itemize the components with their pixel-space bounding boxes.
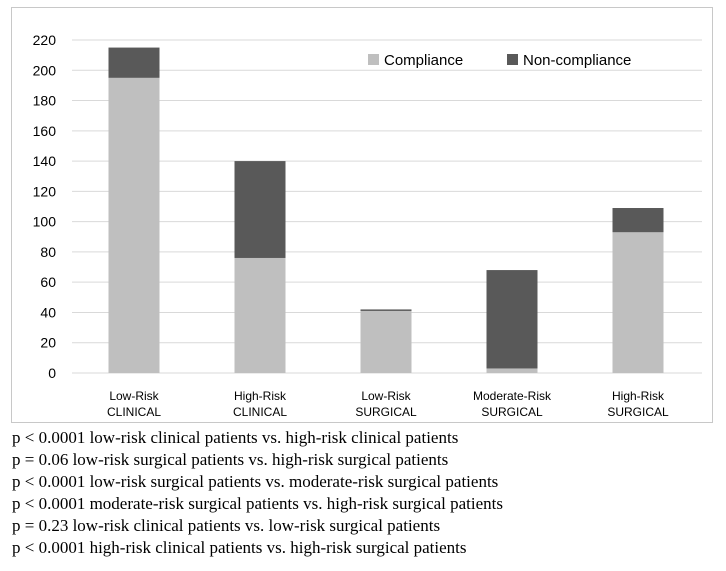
legend-swatch-non-compliance bbox=[507, 54, 518, 65]
x-category-label: SURGICAL bbox=[481, 405, 543, 419]
y-tick-label: 120 bbox=[33, 183, 57, 199]
y-tick-label: 60 bbox=[40, 274, 56, 290]
x-category-label: Moderate-Risk bbox=[473, 389, 552, 403]
y-tick-label: 160 bbox=[33, 123, 57, 139]
x-category-label: High-Risk bbox=[234, 389, 287, 403]
y-tick-label: 180 bbox=[33, 93, 57, 109]
stacked-bar-chart: 0 20 40 60 80 100 120 140 160 180 200 220 Low-Risk C… bbox=[33, 32, 702, 419]
bar-compliance bbox=[612, 232, 664, 373]
y-tick-label: 220 bbox=[33, 32, 57, 48]
gridlines bbox=[72, 39, 702, 374]
x-axis-categories: Low-Risk CLINICAL High-Risk CLINICAL Low-Ris… bbox=[107, 389, 669, 419]
footnote: p < 0.0001 moderate-risk surgical patien… bbox=[12, 494, 504, 513]
x-category-label: CLINICAL bbox=[233, 405, 287, 419]
footnote: p = 0.23 low-risk clinical patients vs. … bbox=[12, 516, 441, 535]
footnote: p = 0.06 low-risk surgical patients vs. … bbox=[12, 450, 449, 469]
footnote: p < 0.0001 low-risk clinical patients vs… bbox=[12, 428, 459, 447]
bar-non-compliance bbox=[108, 47, 160, 78]
legend-swatch-compliance bbox=[368, 54, 379, 65]
x-category-label: High-Risk bbox=[612, 389, 665, 403]
p-value-footnotes: p < 0.0001 low-risk clinical patients vs… bbox=[12, 427, 503, 559]
footnote: p < 0.0001 high-risk clinical patients v… bbox=[12, 538, 467, 557]
bar-non-compliance bbox=[234, 161, 286, 258]
x-category-label: Low-Risk bbox=[109, 389, 159, 403]
y-tick-label: 40 bbox=[40, 304, 56, 320]
bar-compliance bbox=[234, 257, 286, 373]
x-category-label: CLINICAL bbox=[107, 405, 161, 419]
x-category-label: SURGICAL bbox=[607, 405, 669, 419]
legend-label-non-compliance: Non-compliance bbox=[523, 52, 631, 69]
x-category-label: SURGICAL bbox=[355, 405, 417, 419]
footnote: p < 0.0001 low-risk surgical patients vs… bbox=[12, 472, 499, 491]
legend: Compliance Non-compliance bbox=[368, 52, 631, 69]
bar-compliance bbox=[108, 77, 160, 373]
bar-non-compliance bbox=[612, 208, 664, 233]
y-axis-ticks: 0 20 40 60 80 100 120 140 160 180 200 220 bbox=[33, 32, 57, 381]
bar-non-compliance bbox=[486, 270, 538, 369]
bar-compliance bbox=[486, 368, 538, 373]
bars bbox=[108, 47, 664, 373]
x-category-label: Low-Risk bbox=[361, 389, 411, 403]
y-tick-label: 20 bbox=[40, 335, 56, 351]
y-tick-label: 200 bbox=[33, 62, 57, 78]
bar-compliance bbox=[360, 310, 412, 373]
y-tick-label: 80 bbox=[40, 244, 56, 260]
legend-label-compliance: Compliance bbox=[384, 52, 463, 69]
y-tick-label: 100 bbox=[33, 214, 57, 230]
chart-area: 0 20 40 60 80 100 120 140 160 180 200 220 Low-Risk C… bbox=[11, 7, 713, 423]
y-tick-label: 140 bbox=[33, 153, 57, 169]
bar-non-compliance bbox=[360, 309, 412, 311]
y-tick-label: 0 bbox=[48, 365, 56, 381]
